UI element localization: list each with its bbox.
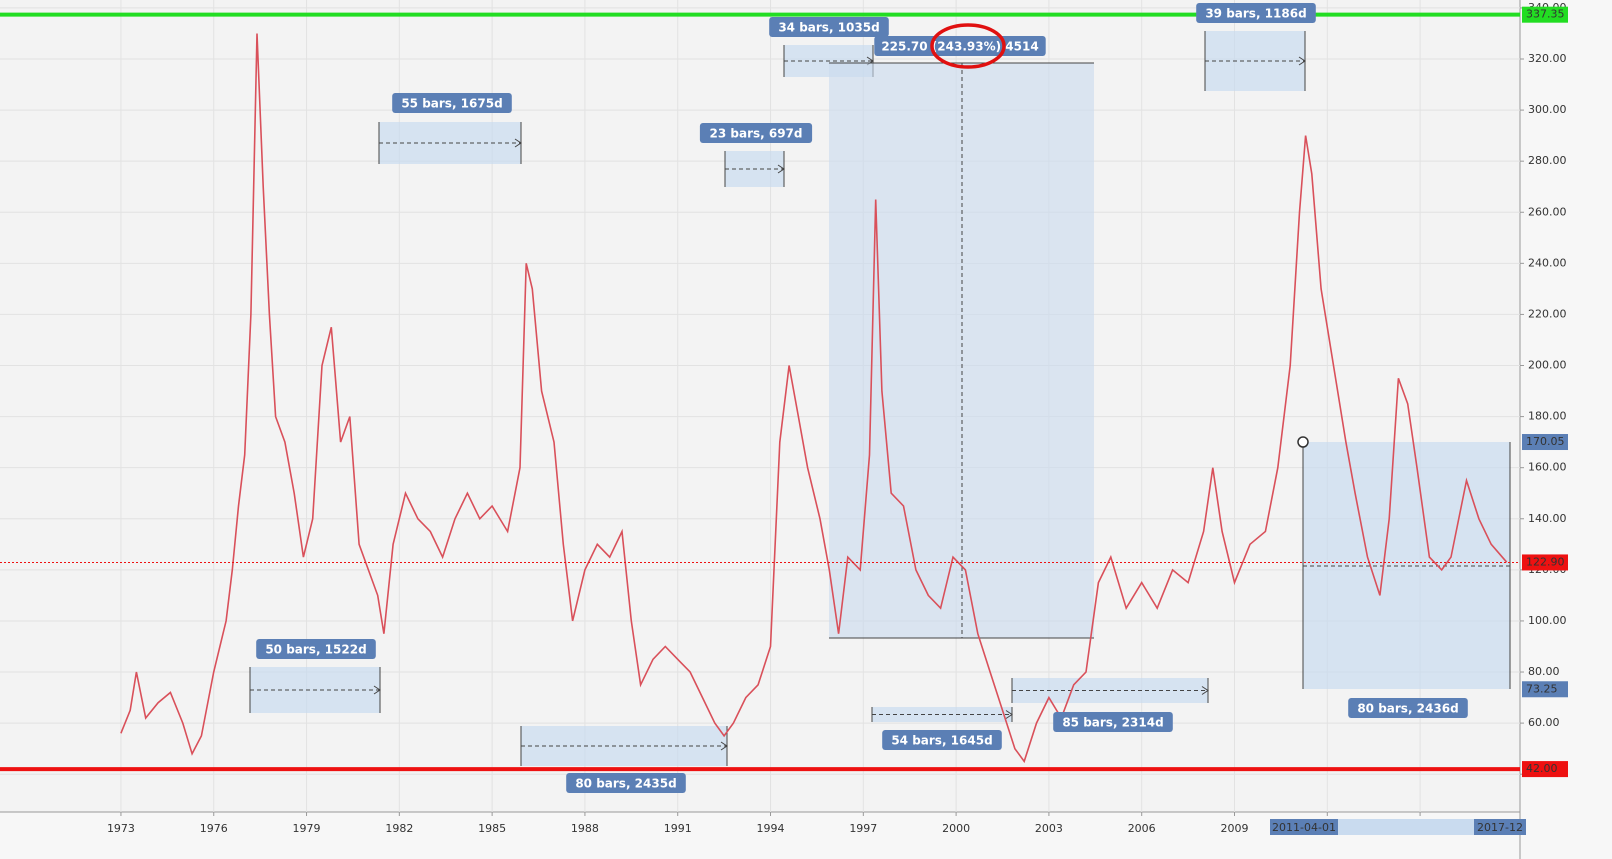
measure-arrow — [1005, 710, 1013, 719]
crosshair-marker — [1297, 436, 1309, 448]
annotation-tag — [699, 123, 813, 143]
x-tick-label: 1985 — [478, 822, 506, 835]
price-tag-label: 170.05 — [1526, 435, 1565, 448]
x-tick-label: 1976 — [200, 822, 228, 835]
y-tick-label: 200.00 — [1528, 359, 1567, 372]
price-tag — [1522, 554, 1568, 571]
price-tag-label: 42.00 — [1526, 762, 1558, 775]
y-tick-label: 260.00 — [1528, 205, 1567, 218]
price-tag-label: 73.25 — [1526, 682, 1558, 695]
measure-arrow — [1298, 56, 1306, 66]
date-tag — [1270, 819, 1338, 835]
annotation-label: 80 bars, 2435d — [575, 777, 676, 791]
y-tick-label: 60.00 — [1528, 716, 1560, 729]
date-range-band — [1304, 819, 1500, 835]
annotation-tag — [1196, 3, 1316, 23]
x-tick-label: 1982 — [385, 822, 413, 835]
annotation-label: 80 bars, 2436d — [1357, 702, 1458, 716]
y-tick-label: 100.00 — [1528, 614, 1567, 627]
annotation-tag — [1348, 698, 1468, 718]
y-tick-label: 220.00 — [1528, 307, 1567, 320]
date-tag — [1474, 819, 1526, 835]
date-tag-label: 2011-04-01 — [1272, 821, 1336, 834]
time-axis-panel — [0, 812, 1520, 859]
price-tag-label: 122.90 — [1526, 555, 1565, 568]
price-tag — [1522, 6, 1568, 23]
x-tick-label: 1997 — [849, 822, 877, 835]
y-tick-label: 280.00 — [1528, 154, 1567, 167]
price-tag — [1522, 434, 1568, 451]
x-tick-label: 2003 — [1035, 822, 1063, 835]
annotation-tag — [392, 93, 512, 113]
y-tick-label: 160.00 — [1528, 461, 1567, 474]
x-tick-label: 1988 — [571, 822, 599, 835]
annotation-tag — [566, 773, 686, 793]
annotation-label: 55 bars, 1675d — [401, 97, 502, 111]
x-tick-label: 2006 — [1128, 822, 1156, 835]
date-tag-label: 2017-12 — [1477, 821, 1523, 834]
y-tick-label: 300.00 — [1528, 103, 1567, 116]
annotation-label: 225.70 (243.93%) 4514 — [881, 40, 1038, 54]
price-line — [120, 33, 1508, 764]
measure-arrow — [1201, 686, 1209, 695]
x-tick-label: 2000 — [942, 822, 970, 835]
annotation-label: 85 bars, 2314d — [1062, 716, 1163, 730]
annotation-tag — [769, 17, 889, 37]
y-tick-label: 240.00 — [1528, 256, 1567, 269]
annotation-label: 39 bars, 1186d — [1205, 7, 1306, 21]
y-tick-label: 320.00 — [1528, 52, 1567, 65]
price-tag-label: 337.35 — [1526, 8, 1565, 21]
x-tick-label: 2009 — [1220, 822, 1248, 835]
annotation-tag — [1053, 712, 1173, 732]
x-tick-label: 1991 — [664, 822, 692, 835]
annotation-label: 50 bars, 1522d — [265, 643, 366, 657]
y-tick-label: 140.00 — [1528, 512, 1567, 525]
measure-arrow — [720, 741, 728, 751]
x-tick-label: 1994 — [757, 822, 785, 835]
annotation-label: 54 bars, 1645d — [891, 734, 992, 748]
price-tag — [1522, 681, 1568, 698]
annotation-label: 23 bars, 697d — [710, 127, 803, 141]
measure-arrow — [514, 138, 522, 148]
y-tick-label: 80.00 — [1528, 665, 1560, 678]
price-axis-panel — [1520, 0, 1612, 859]
measure-box — [1303, 442, 1510, 689]
price-tag — [1522, 761, 1568, 778]
annotation-tag — [256, 639, 376, 659]
annotation-tag — [882, 730, 1002, 750]
y-tick-label: 180.00 — [1528, 410, 1567, 423]
x-tick-label: 1973 — [107, 822, 135, 835]
highlight-circle — [930, 23, 1006, 69]
annotation-label: 34 bars, 1035d — [778, 21, 879, 35]
x-tick-label: 1979 — [293, 822, 321, 835]
measure-arrow — [777, 164, 785, 174]
measure-arrow — [373, 685, 381, 695]
